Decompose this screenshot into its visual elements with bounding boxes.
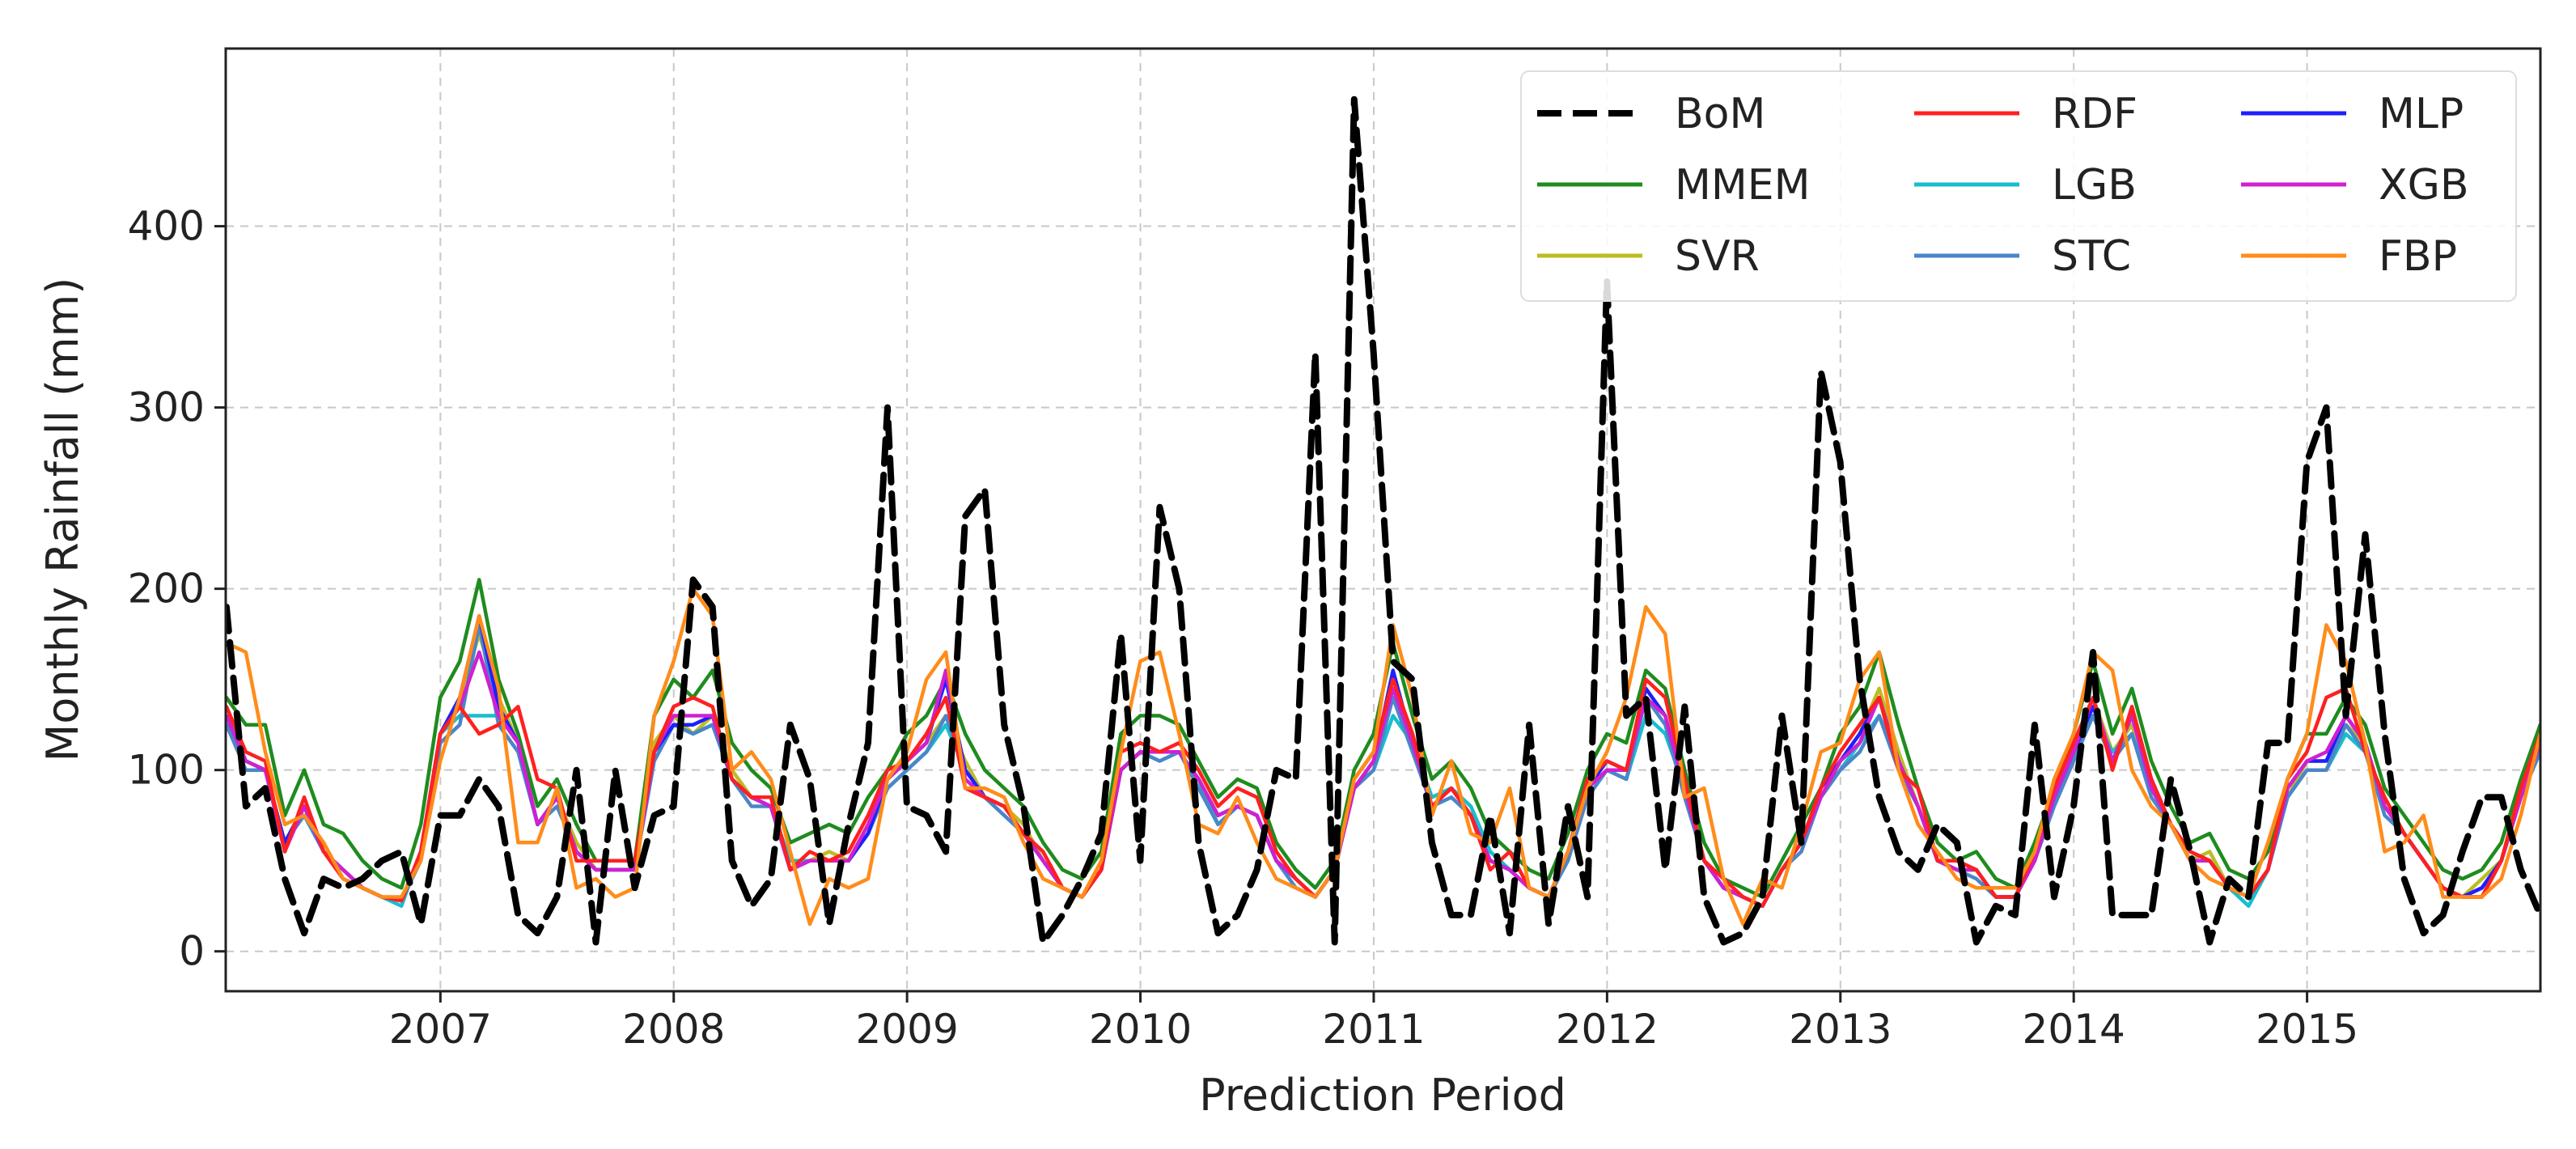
legend-label-svr: SVR [1675,232,1760,281]
x-tick-label: 2008 [622,1006,725,1053]
x-tick-label: 2013 [1789,1006,1892,1053]
y-axis-title: Monthly Rainfall (mm) [37,278,88,762]
legend-label-fbp: FBP [2379,232,2457,281]
legend-label-mmem: MMEM [1675,161,1810,210]
y-tick-label: 200 [128,566,205,613]
x-tick-label: 2015 [2256,1006,2358,1053]
x-axis-title: Prediction Period [1199,1070,1566,1121]
series-line-xgb [226,650,2540,908]
legend-label-bom: BoM [1675,90,1765,138]
series-layer [226,95,2540,946]
legend: BoM MMEM SVR RDF LGB STC MLP XGB FBP [1520,70,2517,302]
x-tick-label: 2007 [389,1006,492,1053]
grid-layer [226,49,2540,991]
legend-label-mlp: MLP [2379,90,2464,138]
legend-label-xgb: XGB [2379,161,2469,210]
series-line-rdf [226,677,2540,908]
x-tick-label: 2012 [1556,1006,1659,1053]
plot-frame [224,47,2542,993]
y-tick-label: 100 [128,747,205,794]
series-line-bom [226,95,2540,946]
tick-layer: 2007 2008 2009 2010 2011 2012 2013 2014 2015 0 100… [128,203,2359,1053]
x-tick-label: 2010 [1089,1006,1192,1053]
series-line-fbp [226,587,2540,926]
legend-label-rdf: RDF [2052,90,2137,138]
legend-label-stc: STC [2052,232,2131,281]
y-tick-label: 400 [128,203,205,250]
y-tick-label: 300 [128,384,205,431]
x-tick-label: 2011 [1322,1006,1425,1053]
legend-label-lgb: LGB [2052,161,2137,210]
x-tick-label: 2009 [856,1006,959,1053]
y-tick-label: 0 [179,928,205,975]
x-tick-label: 2014 [2023,1006,2125,1053]
